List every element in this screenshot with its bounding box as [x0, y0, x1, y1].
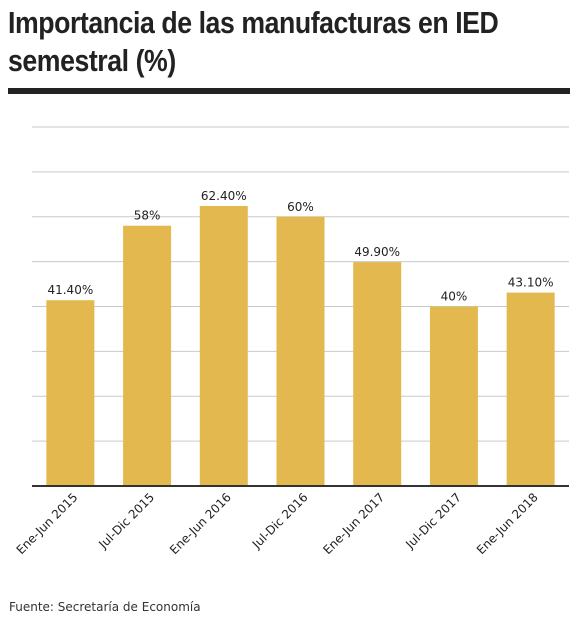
data-label: 62.40% — [201, 189, 247, 203]
x-tick-label: Ene-Jun 2018 — [474, 490, 541, 557]
bar — [46, 300, 95, 486]
x-tick-label: Ene-Jun 2015 — [14, 490, 81, 557]
bar — [123, 225, 172, 486]
title-divider — [8, 88, 570, 94]
bar — [276, 216, 325, 486]
bar-chart: 41.40% Ene-Jun 2015 58% Jul-Dic 2015 62.40% E… — [14, 126, 569, 557]
data-label: 40% — [441, 290, 468, 304]
data-label: 60% — [287, 200, 314, 214]
bar — [429, 306, 478, 486]
x-tick-label: Ene-Jun 2017 — [320, 490, 387, 557]
bar — [506, 292, 555, 486]
data-label: 43.10% — [508, 276, 554, 290]
x-tick-label: Jul-Dic 2016 — [249, 490, 311, 552]
x-tick-label: Ene-Jun 2016 — [167, 490, 234, 557]
data-label: 41.40% — [47, 283, 93, 297]
source-note: Fuente: Secretaría de Economía — [9, 600, 201, 614]
data-label: 58% — [134, 209, 161, 223]
data-label: 49.90% — [354, 245, 400, 259]
x-tick-label: Jul-Dic 2015 — [95, 490, 157, 552]
x-tick-label: Jul-Dic 2017 — [402, 490, 464, 552]
chart-title: Importancia de las manufacturas en IED s… — [8, 5, 499, 78]
bar — [353, 262, 402, 486]
bar — [199, 205, 248, 487]
